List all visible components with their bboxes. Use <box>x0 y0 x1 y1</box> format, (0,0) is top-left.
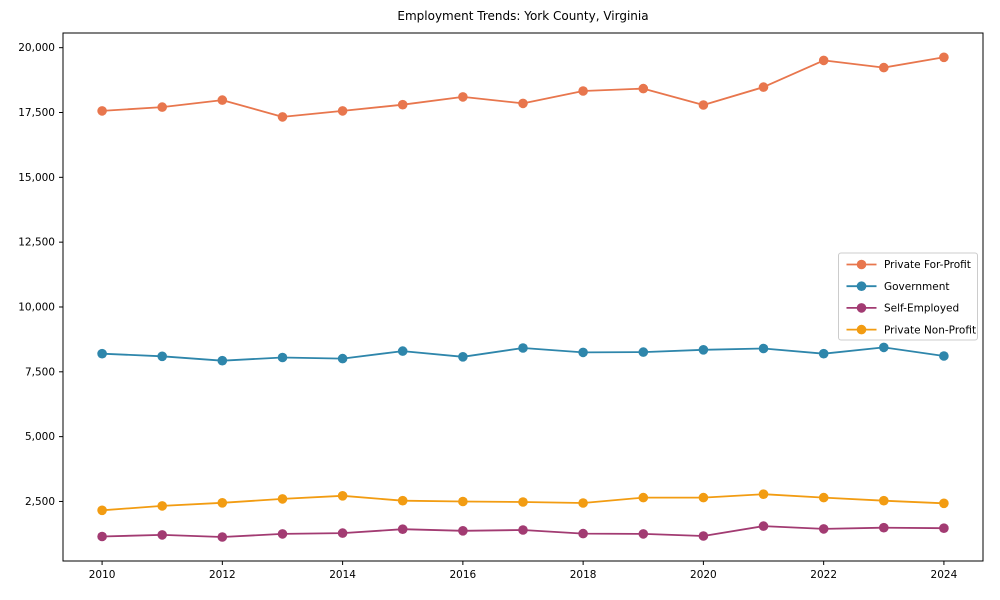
data-point-marker-self-employed <box>458 526 468 536</box>
x-tick-label: 2024 <box>931 569 958 581</box>
data-point-marker-self-employed <box>397 524 408 534</box>
legend-label-private-for-profit: Private For-Profit <box>884 259 971 271</box>
plot-border <box>62 32 984 562</box>
legend-marker-private-non-profit <box>856 324 867 335</box>
chart-title: Employment Trends: York County, Virginia <box>397 9 648 23</box>
data-point-marker-self-employed <box>818 524 829 534</box>
data-point-marker-self-employed <box>698 531 709 541</box>
data-point-marker-government <box>578 347 588 358</box>
y-tick-label: 20,000 <box>18 42 55 54</box>
data-point-marker-private-non-profit <box>217 498 228 508</box>
data-point-marker-self-employed <box>217 532 228 542</box>
data-point-marker-self-employed <box>939 523 949 533</box>
data-point-marker-self-employed <box>758 521 769 531</box>
data-point-marker-government <box>698 345 709 355</box>
legend-marker-self-employed <box>856 303 867 313</box>
y-tick-label: 2,500 <box>25 496 55 508</box>
data-point-marker-government <box>818 348 829 359</box>
data-point-marker-government <box>758 343 769 354</box>
data-point-marker-private-non-profit <box>578 498 588 508</box>
legend-label-self-employed: Self-Employed <box>884 303 959 315</box>
data-point-marker-self-employed <box>879 522 889 533</box>
data-point-marker-private-non-profit <box>458 496 468 507</box>
y-tick-label: 10,000 <box>18 301 55 313</box>
x-tick-label: 2016 <box>450 569 477 581</box>
data-point-marker-private-for-profit <box>518 98 528 109</box>
x-tick-label: 2022 <box>810 569 837 581</box>
data-point-marker-self-employed <box>518 525 528 535</box>
x-tick-label: 2014 <box>329 569 356 581</box>
data-point-marker-private-non-profit <box>939 498 949 509</box>
data-point-marker-government <box>97 348 107 359</box>
data-point-marker-private-for-profit <box>698 100 709 110</box>
data-point-marker-private-non-profit <box>337 491 348 501</box>
data-point-marker-government <box>518 343 528 353</box>
data-point-marker-government <box>277 352 288 363</box>
data-point-marker-private-non-profit <box>397 495 408 506</box>
data-point-marker-private-non-profit <box>879 495 889 506</box>
y-tick-label: 5,000 <box>25 431 55 443</box>
data-point-marker-private-non-profit <box>277 494 288 504</box>
legend-marker-private-for-profit <box>856 259 867 270</box>
data-point-marker-self-employed <box>97 531 107 542</box>
data-point-marker-self-employed <box>578 528 588 539</box>
y-tick-label: 12,500 <box>18 237 55 249</box>
data-point-marker-private-non-profit <box>97 505 107 516</box>
data-point-marker-self-employed <box>337 528 348 538</box>
data-point-marker-private-non-profit <box>758 489 769 500</box>
data-point-marker-government <box>879 342 889 353</box>
data-point-marker-private-for-profit <box>758 82 769 92</box>
data-point-marker-self-employed <box>638 529 649 539</box>
data-point-marker-government <box>397 346 408 356</box>
data-point-marker-private-for-profit <box>277 112 288 122</box>
legend-marker-government <box>856 281 867 292</box>
data-point-marker-government <box>939 351 949 361</box>
data-point-marker-private-non-profit <box>518 497 528 507</box>
data-point-marker-private-for-profit <box>939 52 949 63</box>
y-tick-label: 17,500 <box>18 107 55 119</box>
data-point-marker-private-non-profit <box>638 492 649 503</box>
data-point-marker-private-for-profit <box>97 106 107 116</box>
x-tick-label: 2012 <box>209 569 236 581</box>
data-point-marker-government <box>157 351 167 362</box>
data-point-marker-private-non-profit <box>698 492 709 503</box>
x-tick-label: 2018 <box>570 569 597 581</box>
data-point-marker-private-for-profit <box>397 99 408 110</box>
data-point-marker-self-employed <box>277 529 288 539</box>
data-point-marker-government <box>458 352 468 362</box>
data-point-marker-private-for-profit <box>217 95 228 105</box>
data-point-marker-private-for-profit <box>638 83 649 94</box>
legend-box <box>838 252 978 341</box>
data-point-marker-government <box>217 355 228 366</box>
y-tick-label: 7,500 <box>25 366 55 378</box>
x-tick-label: 2010 <box>89 569 116 581</box>
data-point-marker-self-employed <box>157 530 167 540</box>
data-point-marker-government <box>337 353 348 364</box>
data-point-marker-private-non-profit <box>157 501 167 511</box>
data-point-marker-private-for-profit <box>879 62 889 73</box>
data-point-marker-private-for-profit <box>458 92 468 102</box>
data-point-marker-private-non-profit <box>818 492 829 503</box>
data-point-marker-private-for-profit <box>337 106 348 116</box>
data-point-marker-private-for-profit <box>578 86 588 96</box>
y-tick-label: 15,000 <box>18 172 55 184</box>
data-point-marker-private-for-profit <box>157 102 167 112</box>
data-point-marker-government <box>638 347 649 357</box>
legend-label-private-non-profit: Private Non-Profit <box>884 324 976 336</box>
data-point-marker-private-for-profit <box>818 55 829 66</box>
x-tick-label: 2020 <box>690 569 717 581</box>
legend-label-government: Government <box>884 281 949 293</box>
